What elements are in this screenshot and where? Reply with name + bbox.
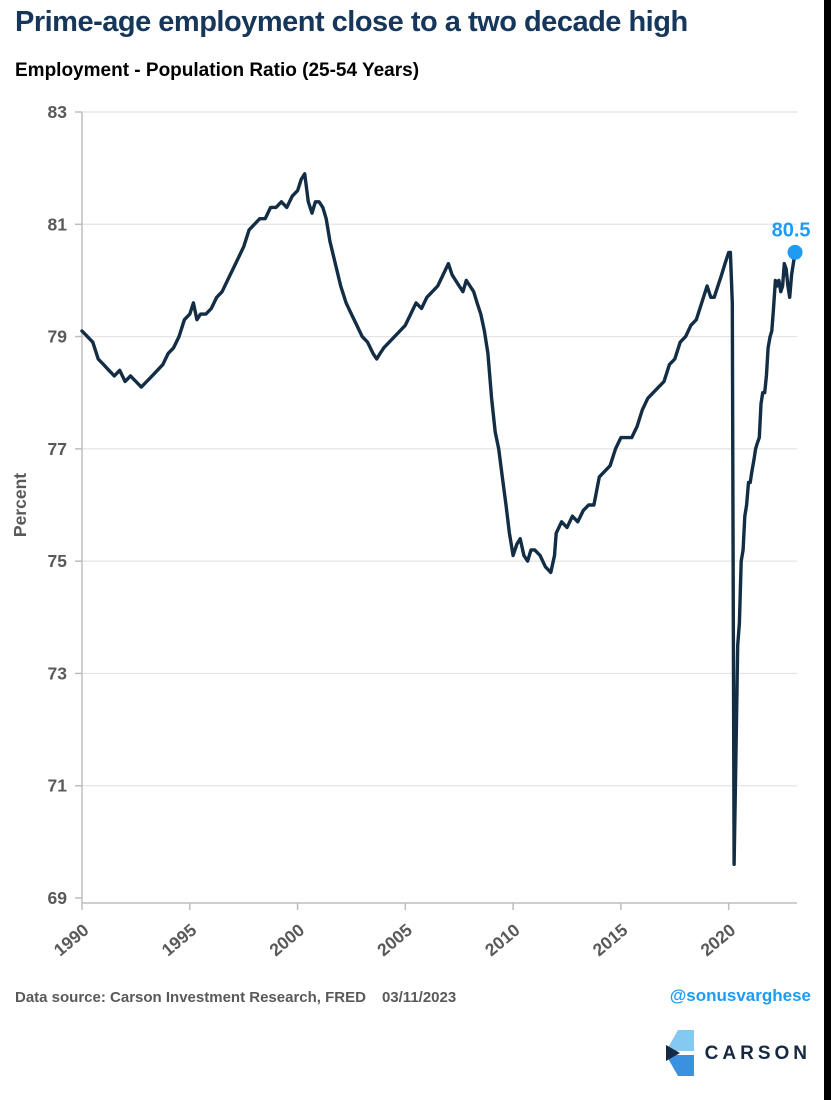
employment-line	[80, 172, 797, 866]
window-edge-strip	[824, 0, 831, 1100]
y-tick-label-79: 79	[48, 327, 68, 347]
y-tick-label-69: 69	[48, 888, 68, 908]
x-tick-label-2020: 2020	[697, 920, 740, 961]
x-tick-label-2005: 2005	[373, 920, 416, 961]
chart-subtitle: Employment - Population Ratio (25-54 Yea…	[15, 60, 420, 81]
x-tick-label-2015: 2015	[589, 920, 632, 961]
y-tick-label-83: 83	[48, 102, 68, 122]
twitter-handle: @sonusvarghese	[669, 986, 811, 1005]
page-title: Prime-age employment close to a two deca…	[15, 6, 688, 38]
y-tick-label-71: 71	[48, 776, 68, 796]
latest-value-label: 80.5	[772, 219, 811, 241]
carson-chevron-icon	[665, 1030, 694, 1076]
x-tick-label-2010: 2010	[481, 920, 524, 961]
y-tick-label-81: 81	[48, 214, 68, 234]
x-tick-label-2000: 2000	[265, 920, 308, 961]
data-source-text: Data source: Carson Investment Research,…	[15, 989, 366, 1006]
data-source-date: 03/11/2023	[381, 989, 457, 1006]
data-source-note: Data source: Carson Investment Research,…	[15, 989, 456, 1006]
carson-logo: CARSON	[665, 1030, 811, 1078]
carson-logo-text: CARSON	[704, 1043, 811, 1064]
y-tick-label-73: 73	[48, 663, 68, 683]
y-tick-label-75: 75	[48, 551, 68, 571]
x-tick-label-1995: 1995	[158, 920, 201, 961]
y-tick-label-77: 77	[48, 439, 67, 459]
latest-point-marker	[787, 244, 803, 260]
y-axis-title: Percent	[10, 473, 30, 537]
x-tick-label-1990: 1990	[50, 920, 93, 961]
employment-ratio-chart: 69 71 73 75 77 79 81 83 1990 1995 2000 2005 2010 2015…	[10, 102, 811, 961]
